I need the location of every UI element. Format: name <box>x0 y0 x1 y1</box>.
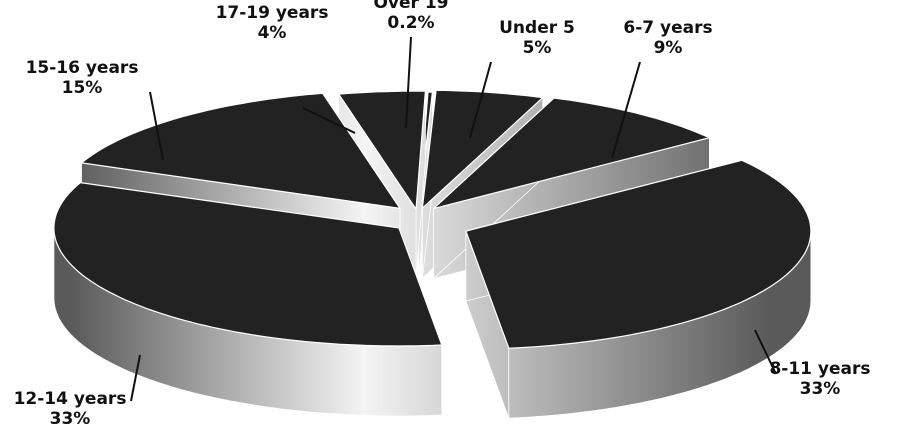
slice-8-11-years <box>465 159 812 419</box>
slice-category-label: 8-11 years <box>769 359 870 379</box>
slice-12-14-years <box>53 181 443 417</box>
leader-line-15-16-years <box>149 91 164 161</box>
leader-line-6-7-years <box>611 61 641 159</box>
slice-value-label: 5% <box>523 38 552 58</box>
leader-line-over-19 <box>405 36 412 129</box>
slice-value-label: 33% <box>800 379 841 399</box>
slice-top-face <box>53 181 443 347</box>
slice-value-label: 9% <box>654 38 683 58</box>
slice-top-face <box>433 97 712 210</box>
slice-category-label: Under 5 <box>499 18 575 38</box>
slice-category-label: 15-16 years <box>26 58 139 78</box>
slice-category-label: 12-14 years <box>14 389 127 409</box>
slice-value-label: 33% <box>50 409 91 429</box>
leader-line-under-5 <box>469 61 492 139</box>
slice-value-label: 0.2% <box>387 13 434 33</box>
slice-top-face <box>80 92 402 210</box>
slice-category-label: Over 19 <box>373 0 448 13</box>
slice-category-label: 6-7 years <box>623 18 712 38</box>
slice-top-face <box>337 90 427 211</box>
slice-top-face <box>418 91 434 211</box>
slice-value-label: 15% <box>62 78 103 98</box>
leader-line-17-19-years <box>302 107 356 134</box>
leader-lines <box>130 36 777 402</box>
slice-category-label: 17-19 years <box>216 3 329 23</box>
slice-top-face <box>421 89 545 210</box>
slice-value-label: 4% <box>258 23 287 43</box>
slice-top-face <box>465 159 812 349</box>
leader-line-12-14-years <box>130 354 141 402</box>
leader-line-8-11-years <box>754 329 777 375</box>
pie-slices <box>53 89 812 419</box>
